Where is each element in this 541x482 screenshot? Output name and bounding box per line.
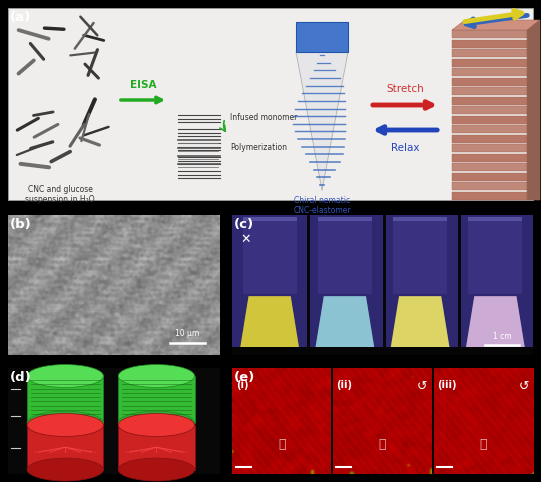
Text: 1 cm: 1 cm: [493, 332, 511, 341]
Bar: [452, 30, 527, 38]
Bar: [452, 191, 527, 200]
Text: (a): (a): [10, 11, 31, 24]
Bar: [307, 215, 310, 355]
Ellipse shape: [27, 414, 103, 436]
Polygon shape: [315, 296, 375, 352]
Bar: [458, 215, 461, 355]
Polygon shape: [296, 52, 348, 190]
Bar: [242, 217, 296, 221]
Bar: [452, 87, 527, 95]
Bar: [452, 49, 527, 57]
Text: 10 μm: 10 μm: [175, 329, 200, 338]
Ellipse shape: [118, 364, 195, 388]
Bar: [432, 368, 434, 474]
Polygon shape: [390, 296, 450, 352]
Polygon shape: [315, 296, 375, 352]
Bar: [118, 425, 195, 469]
Text: Chiral nematic
CNC-elastomer: Chiral nematic CNC-elastomer: [293, 196, 351, 215]
Text: (iii): (iii): [437, 380, 456, 390]
Bar: [27, 376, 103, 423]
Bar: [452, 78, 527, 85]
Ellipse shape: [27, 364, 103, 388]
Bar: [452, 40, 527, 48]
Text: (ii): (ii): [337, 380, 352, 390]
Text: ↺: ↺: [518, 380, 529, 393]
Bar: [27, 425, 103, 469]
Bar: [469, 217, 523, 221]
Bar: [242, 217, 296, 294]
Text: 🪲: 🪲: [279, 438, 286, 451]
Text: (i): (i): [236, 380, 248, 390]
Bar: [452, 106, 527, 114]
Bar: [296, 22, 348, 52]
Ellipse shape: [118, 414, 195, 436]
Text: 🪲: 🪲: [479, 438, 486, 451]
Polygon shape: [390, 296, 450, 352]
Bar: [452, 125, 527, 133]
Polygon shape: [465, 296, 525, 352]
Ellipse shape: [118, 411, 195, 434]
Bar: [232, 215, 533, 355]
Bar: [393, 217, 447, 221]
Bar: [452, 173, 527, 180]
Text: Stretch: Stretch: [386, 84, 424, 94]
Bar: [452, 58, 527, 67]
Polygon shape: [240, 296, 300, 352]
Text: Relax: Relax: [391, 143, 419, 153]
Bar: [452, 96, 527, 105]
Bar: [382, 215, 386, 355]
Bar: [118, 376, 195, 423]
Bar: [393, 217, 447, 294]
Bar: [8, 8, 533, 200]
Bar: [452, 144, 527, 152]
Bar: [232, 347, 533, 355]
Text: ↺: ↺: [417, 380, 428, 393]
Text: (c): (c): [234, 218, 254, 231]
Bar: [452, 116, 527, 123]
Bar: [452, 182, 527, 190]
Bar: [8, 368, 220, 474]
Text: Infused monomer: Infused monomer: [230, 113, 298, 122]
Bar: [469, 217, 523, 294]
Bar: [318, 217, 372, 294]
Polygon shape: [240, 296, 300, 352]
Polygon shape: [465, 296, 525, 352]
Polygon shape: [452, 20, 540, 30]
Bar: [452, 134, 527, 143]
Bar: [331, 368, 333, 474]
Text: CNC and glucose
suspension in H₂O: CNC and glucose suspension in H₂O: [25, 185, 95, 204]
Ellipse shape: [27, 458, 103, 481]
Text: EISA: EISA: [130, 80, 156, 90]
Polygon shape: [527, 20, 540, 200]
Bar: [452, 68, 527, 76]
Text: 🪲: 🪲: [379, 438, 386, 451]
Bar: [452, 163, 527, 171]
Ellipse shape: [27, 411, 103, 434]
Text: ✕: ✕: [240, 233, 250, 246]
Text: (b): (b): [10, 218, 32, 231]
Text: Polymerization: Polymerization: [230, 144, 287, 152]
Ellipse shape: [118, 458, 195, 481]
Bar: [452, 153, 527, 161]
Text: (e): (e): [234, 371, 255, 384]
Text: (d): (d): [10, 371, 32, 384]
Bar: [318, 217, 372, 221]
